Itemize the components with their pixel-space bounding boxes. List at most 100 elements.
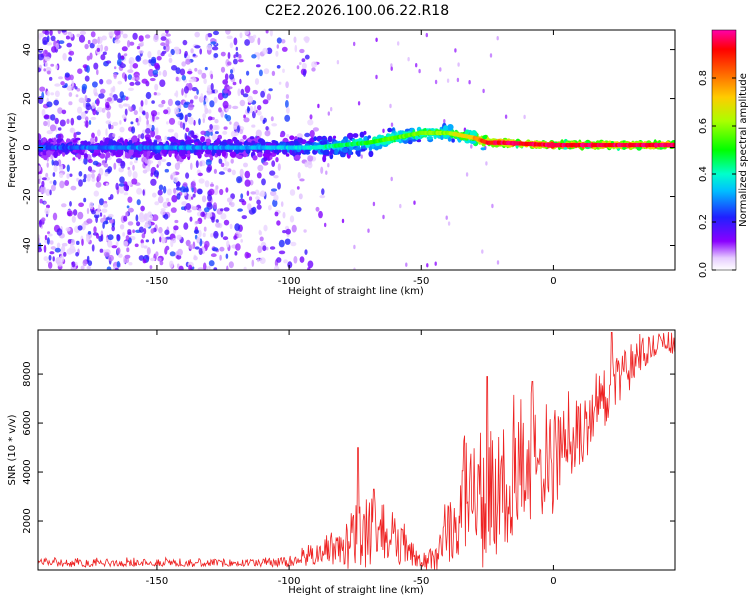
noise-speck: [231, 169, 236, 176]
noise-speck: [91, 244, 95, 252]
noise-speck: [255, 129, 262, 138]
ridge-point: [355, 149, 361, 156]
noise-speck: [50, 155, 54, 160]
noise-speck: [68, 92, 73, 97]
spectrogram-marks: [38, 30, 675, 270]
ridge-point: [415, 135, 419, 141]
noise-speck: [470, 144, 473, 149]
ridge-point: [154, 153, 161, 161]
noise-speck: [54, 83, 61, 87]
noise-speck: [175, 100, 181, 106]
ridge-point: [265, 142, 271, 146]
noise-speck: [246, 70, 250, 76]
noise-speck: [76, 177, 79, 182]
noise-speck: [123, 215, 128, 222]
noise-speck: [523, 114, 526, 120]
noise-speck: [57, 133, 64, 141]
noise-speck: [280, 39, 286, 44]
noise-speck: [327, 111, 330, 116]
noise-speck: [175, 90, 179, 98]
noise-speck: [194, 31, 200, 38]
ridge-point: [184, 139, 191, 146]
noise-speck: [272, 199, 278, 208]
noise-speck: [324, 222, 327, 228]
noise-speck: [77, 68, 83, 74]
noise-speck: [158, 103, 164, 108]
noise-speck: [207, 212, 213, 218]
noise-speck: [244, 251, 250, 259]
noise-speck: [102, 51, 107, 56]
noise-speck: [276, 257, 282, 263]
noise-speck: [105, 182, 109, 187]
noise-speck: [220, 162, 225, 168]
noise-speck: [210, 233, 214, 238]
noise-speck: [255, 64, 261, 68]
noise-speck: [152, 238, 155, 245]
noise-speck: [190, 196, 194, 200]
noise-speck: [53, 179, 57, 186]
noise-speck: [123, 53, 128, 57]
noise-speck: [49, 240, 54, 245]
noise-speck: [181, 61, 187, 67]
ridge-point: [206, 141, 211, 146]
noise-speck: [114, 267, 119, 270]
noise-speck: [273, 265, 280, 270]
noise-speck: [153, 170, 159, 178]
noise-speck: [206, 44, 213, 51]
noise-speck: [226, 197, 233, 203]
noise-speck: [262, 99, 269, 105]
noise-speck: [153, 92, 157, 96]
noise-speck: [141, 233, 146, 239]
noise-speck: [76, 33, 81, 38]
noise-speck: [118, 103, 122, 107]
noise-speck: [167, 128, 174, 133]
noise-speck: [108, 196, 112, 201]
noise-speck: [168, 57, 173, 64]
noise-speck: [312, 127, 319, 132]
noise-speck: [48, 261, 53, 269]
noise-speck: [150, 110, 158, 117]
noise-speck: [182, 122, 186, 130]
spectrogram-x-label: Height of straight line (km): [288, 286, 424, 297]
noise-speck: [83, 100, 86, 108]
noise-speck: [84, 94, 88, 102]
noise-speck: [265, 246, 269, 251]
noise-speck: [43, 201, 47, 205]
noise-speck: [170, 48, 175, 56]
noise-speck: [66, 248, 73, 255]
noise-speck: [239, 168, 244, 177]
noise-speck: [166, 197, 170, 202]
noise-speck: [266, 93, 272, 101]
noise-speck: [193, 229, 200, 234]
noise-speck: [144, 223, 150, 228]
noise-speck: [183, 192, 187, 196]
noise-speck: [103, 163, 109, 168]
noise-speck: [44, 62, 49, 67]
noise-speck: [179, 68, 186, 76]
noise-speck: [126, 247, 130, 253]
ridge-point: [322, 150, 330, 156]
noise-speck: [50, 114, 56, 121]
noise-speck: [127, 69, 134, 73]
noise-speck: [150, 129, 156, 138]
noise-speck: [168, 117, 176, 125]
noise-speck: [41, 180, 45, 188]
noise-speck: [293, 255, 298, 264]
ridge-point: [38, 139, 42, 145]
noise-speck: [199, 161, 203, 167]
ridge-point: [75, 154, 82, 158]
noise-speck: [238, 198, 245, 203]
ridge-point: [197, 152, 202, 159]
noise-speck: [426, 263, 429, 268]
noise-speck: [160, 158, 167, 162]
noise-speck: [482, 88, 485, 94]
ridge-point: [426, 136, 433, 140]
noise-speck: [78, 97, 85, 104]
ridge-point: [128, 148, 134, 156]
noise-speck: [269, 246, 276, 250]
noise-speck: [209, 100, 215, 108]
noise-speck: [203, 226, 207, 232]
noise-speck: [141, 78, 148, 84]
noise-speck: [149, 77, 156, 82]
noise-speck: [202, 232, 206, 238]
